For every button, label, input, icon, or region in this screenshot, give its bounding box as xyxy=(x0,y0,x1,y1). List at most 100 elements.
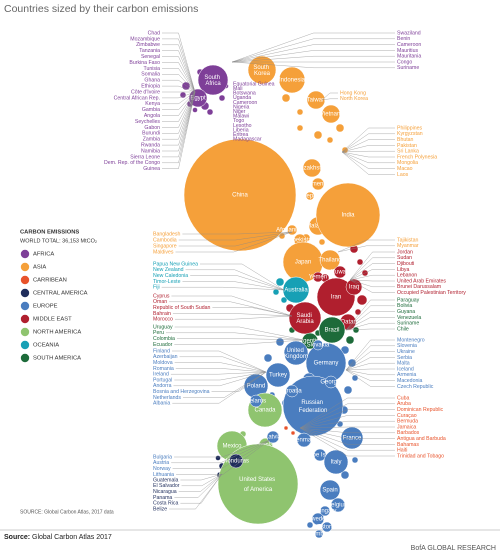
leader-line xyxy=(176,338,305,341)
leader-line xyxy=(345,305,395,331)
leader-line xyxy=(185,269,285,291)
bubble xyxy=(314,529,324,539)
leader-line xyxy=(345,363,395,371)
leader-line xyxy=(162,91,196,99)
bubble-minor xyxy=(272,288,280,296)
callout-label: Colombia xyxy=(153,336,175,342)
callout-label: Togo xyxy=(233,118,244,124)
leader-line xyxy=(190,275,285,291)
leader-line xyxy=(162,91,196,163)
bubble xyxy=(321,104,341,124)
bubble-minor xyxy=(281,93,291,103)
callout-label: Mongolia xyxy=(397,160,418,166)
callout-label: Armenia xyxy=(397,372,416,378)
bubble-minor xyxy=(296,124,304,132)
bubble-minor xyxy=(345,335,355,345)
legend-swatch xyxy=(20,353,30,363)
callout-label: Barbados xyxy=(397,430,420,436)
bubble-label: Belgium xyxy=(327,503,349,509)
callout-label: Dominican Republic xyxy=(397,407,444,413)
callout-label: Panama xyxy=(153,495,172,501)
leader-line xyxy=(172,313,293,317)
callout-label: Chile xyxy=(397,326,409,332)
leader-line xyxy=(180,473,223,481)
leader-line xyxy=(299,427,395,457)
callout-label: Suriname xyxy=(397,321,419,327)
leader-line xyxy=(231,44,395,63)
leader-line xyxy=(345,323,395,331)
legend-swatch xyxy=(20,288,30,298)
leader-line xyxy=(212,307,293,317)
leader-line xyxy=(175,231,293,253)
callout-label: Nicaragua xyxy=(153,489,177,495)
leader-line xyxy=(341,151,395,169)
callout-label: Antigua and Barbuda xyxy=(397,436,446,442)
leader-line xyxy=(345,317,395,331)
leader-line xyxy=(349,251,395,281)
callout-label: Aruba xyxy=(397,401,411,407)
leader-line xyxy=(231,32,395,63)
callout-label: Pakistan xyxy=(397,143,417,149)
callout-label: Zambia xyxy=(143,137,160,143)
leader-line xyxy=(162,91,196,128)
callout-label: Hong Kong xyxy=(340,90,366,96)
bubble xyxy=(312,271,324,283)
legend-swatch xyxy=(20,327,30,337)
bubble-label: Poland xyxy=(247,384,266,390)
leader-line xyxy=(299,415,395,429)
callout-label: Singapore xyxy=(153,243,177,249)
callout-label: Botswana xyxy=(233,91,256,97)
bubble-label: Iran xyxy=(331,295,341,301)
leader-line xyxy=(178,231,293,241)
callout-label: Malawi xyxy=(233,114,249,120)
leader-line xyxy=(174,339,305,345)
bubble-label: Japan xyxy=(295,260,311,266)
bubble-minor xyxy=(275,277,285,287)
bubble-label: Canada xyxy=(254,408,276,414)
bubble-label: Afghanistan xyxy=(276,228,308,234)
leader-line xyxy=(174,326,305,341)
title: Countries sized by their carbon emission… xyxy=(4,3,198,15)
bubble-minor xyxy=(352,326,360,334)
bubble-minor xyxy=(296,108,304,116)
leader-line xyxy=(174,315,293,320)
bubble-label: Croatia xyxy=(282,389,302,395)
leader-line xyxy=(182,281,285,291)
callout-label: Swaziland xyxy=(397,30,421,36)
bubble xyxy=(305,191,315,201)
leader-line xyxy=(341,127,395,153)
leader-line xyxy=(231,38,395,63)
callout-label: Malta xyxy=(397,361,410,367)
leader-line xyxy=(162,74,196,93)
bubble xyxy=(302,158,322,178)
callout-label: Portugal xyxy=(153,377,172,383)
callout-label: Eritrea xyxy=(233,132,248,138)
bubble xyxy=(316,277,356,317)
callout-label: Moldova xyxy=(153,360,173,366)
bubble-label: Spain xyxy=(322,488,337,494)
bubble xyxy=(333,265,347,279)
leader-line xyxy=(341,145,395,153)
bubble-label: Mexico xyxy=(222,444,242,450)
bubble-minor xyxy=(215,455,221,461)
callout-label: Peru xyxy=(153,330,164,336)
bubble-minor xyxy=(356,258,364,266)
callout-label: Bosnia and Herzegovina xyxy=(153,389,210,395)
callout-label: Macedonia xyxy=(397,378,422,384)
leader-line xyxy=(180,473,223,504)
leader-line xyxy=(162,91,196,134)
bubble xyxy=(283,340,309,366)
callout-label: Sri Lanka xyxy=(397,149,419,155)
bubble-label: Belarus xyxy=(246,399,266,405)
leader-line xyxy=(162,68,196,93)
bubble-label: Luxembourg xyxy=(302,532,335,538)
callout-label: Sierra Leone xyxy=(130,154,160,160)
bubble-label: United Kingdom xyxy=(284,347,308,359)
callout-label: Lithuania xyxy=(153,472,174,478)
brand: BofA GLOBAL RESEARCH xyxy=(411,545,496,552)
callout-label: Somalia xyxy=(141,72,160,78)
leader-line xyxy=(345,339,395,371)
legend-swatch xyxy=(20,340,30,350)
legend-swatch xyxy=(20,262,30,272)
